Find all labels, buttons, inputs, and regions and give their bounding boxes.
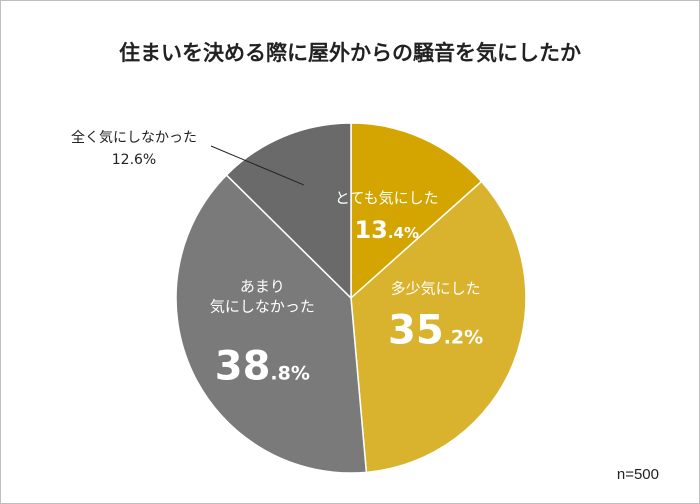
pie-slice-4 xyxy=(225,122,352,300)
sample-size-note: n=500 xyxy=(616,466,659,483)
slice-label-4: 全く気にしなかった xyxy=(71,129,197,146)
slice-value-1: 13.4% xyxy=(354,216,419,244)
leader-line-slice-4 xyxy=(210,145,304,186)
pie-slice-1 xyxy=(350,122,483,300)
chart-title: 住まいを決める際に屋外からの騒音を気にしたか xyxy=(119,41,581,65)
slice-label-3-line-2: 気にしなかった xyxy=(210,298,315,316)
slice-value-2: 35.2% xyxy=(388,307,483,353)
pie-slice-3 xyxy=(175,173,368,474)
slice-label-2: 多少気にした xyxy=(391,279,481,297)
slice-label-3-line-1: あまり xyxy=(240,278,285,296)
slice-value-4: 12.6% xyxy=(112,152,156,168)
pie-slice-2 xyxy=(350,180,527,474)
slice-value-3: 38.8% xyxy=(215,344,310,390)
slice-label-1: とても気にした xyxy=(335,189,439,207)
